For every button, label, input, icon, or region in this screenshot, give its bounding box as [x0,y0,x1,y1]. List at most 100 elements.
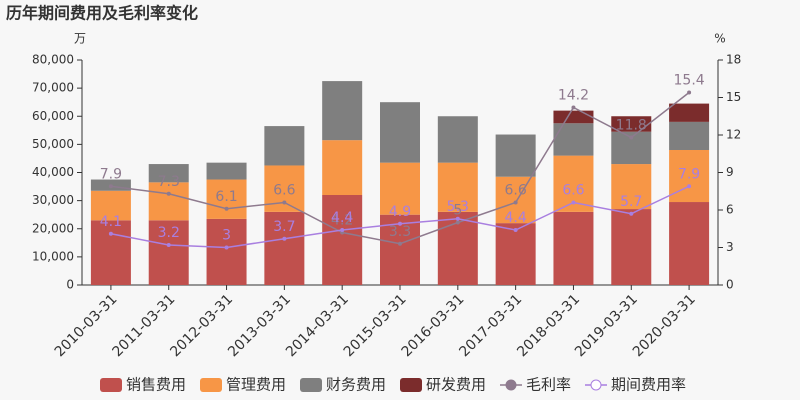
bar [322,195,363,285]
legend-marker [505,379,517,391]
bar [495,134,536,177]
chart-title: 历年期间费用及毛利率变化 [6,4,198,23]
point [455,220,460,225]
point [166,191,171,196]
data-label: 3.3 [389,224,411,240]
data-label: 4.1 [100,214,122,230]
bar [90,190,131,221]
y2-unit: % [714,32,725,46]
bar [553,110,594,124]
bar [264,126,305,166]
bar [148,164,189,183]
data-label: 4.2 [331,213,353,229]
bar [148,220,189,285]
data-label: 7.9 [678,166,700,182]
bar [437,162,478,212]
y-tick-label: 60,000 [32,109,74,123]
y-tick-label: 80,000 [32,53,74,67]
point [108,231,113,236]
data-label: 6.6 [505,183,527,199]
point [282,236,287,241]
data-label: 4.9 [389,204,411,220]
bar [495,223,536,285]
point [687,184,692,189]
data-label: 6.6 [273,183,295,199]
point [687,90,692,95]
bar [264,211,305,285]
point [629,211,634,216]
bar [322,140,363,195]
data-label: 3 [222,228,231,244]
point [166,243,171,247]
bar [611,116,652,132]
bar [380,102,420,163]
data-label: 3.2 [158,225,180,241]
point [455,216,460,221]
point [224,206,229,211]
legend-swatch [200,378,222,392]
legend-label: 期间费用率 [611,376,686,394]
bar [611,209,652,285]
legend-label: 毛利率 [526,376,571,394]
bar [206,179,247,219]
data-label: 5.3 [447,199,469,215]
data-label: 11.8 [616,118,647,134]
bar [90,220,131,285]
y-tick-label: 50,000 [32,137,74,151]
y2-tick-label: 3 [726,240,734,254]
bar [553,211,594,285]
y-unit: 万 [74,32,86,46]
legend-swatch [300,378,322,392]
bar [669,103,710,122]
data-label: 6.1 [215,189,237,205]
legend-label: 研发费用 [426,376,486,394]
bar [611,164,652,210]
bar [206,162,247,180]
point [571,200,576,205]
y2-tick-label: 9 [726,165,734,179]
point [398,221,402,226]
data-label: 7.9 [100,166,122,182]
point [282,200,287,205]
data-label: 6.6 [562,183,584,199]
point [108,184,113,189]
y2-tick-label: 6 [726,203,734,217]
data-label: 7.3 [158,174,180,190]
data-label: 15.4 [674,73,705,89]
data-label: 14.2 [558,88,589,104]
point [340,228,345,232]
point [398,241,402,246]
y-tick-label: 70,000 [32,81,74,95]
data-label: 5 [453,203,462,219]
y-tick-label: 30,000 [32,193,74,207]
legend-swatch [100,378,122,392]
point [513,200,518,205]
legend-label: 销售费用 [126,376,186,394]
legend-marker [590,379,602,391]
point [224,245,229,250]
point [513,228,518,232]
y2-tick-label: 0 [726,278,734,292]
bar [322,81,363,141]
bar [553,123,594,156]
bar [437,116,478,163]
data-label: 4.4 [331,210,353,226]
y-tick-label: 40,000 [32,165,74,179]
y-tick-label: 20,000 [32,221,74,235]
bar [380,214,420,285]
y-tick-label: 10,000 [32,249,74,263]
data-label: 3.7 [273,219,295,235]
y-tick-label: 0 [66,278,74,292]
bar [669,202,710,285]
bar [206,218,247,285]
point [571,105,576,110]
legend-label: 财务费用 [326,376,386,394]
bar [495,176,536,224]
bar [669,121,710,150]
point [629,135,634,140]
legend-swatch [400,378,422,392]
y2-tick-label: 18 [726,53,741,67]
legend-label: 管理费用 [226,376,286,394]
bar [380,162,420,215]
y2-tick-label: 12 [726,128,741,142]
